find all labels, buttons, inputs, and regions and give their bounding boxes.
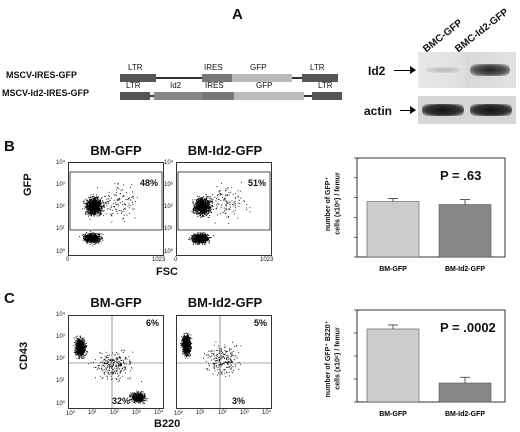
construct-label-2: MSCV-Id2-IRES-GFP bbox=[2, 88, 90, 98]
pvalue-b: P = .63 bbox=[440, 168, 482, 183]
flow-plot-c2 bbox=[176, 315, 272, 409]
axis-label-b220: B220 bbox=[154, 418, 181, 430]
arrow-head-icon bbox=[410, 66, 416, 74]
percent-c1-ur: 6% bbox=[146, 318, 160, 328]
bar-category-1: BM-Id2-GFP bbox=[445, 266, 485, 273]
flow-title-c2: BM-Id2-GFP bbox=[187, 295, 263, 310]
blot-actin bbox=[418, 96, 516, 124]
gfp-segment: GFP bbox=[234, 81, 304, 100]
blot-id2 bbox=[418, 52, 516, 88]
xticks-c1: 10⁰ 10¹ 10² 10³ 10⁴ bbox=[66, 410, 164, 417]
percent-b2: 51% bbox=[248, 178, 267, 188]
xticks-c2: 10⁰ 10¹ 10² 10³ 10⁴ bbox=[174, 410, 272, 417]
flow-title-b2: BM-Id2-GFP bbox=[187, 143, 263, 158]
id2-segment: Id2 bbox=[154, 81, 202, 100]
wb-row-label-actin: actin bbox=[364, 104, 393, 118]
pvalue-c: P = .0002 bbox=[440, 320, 496, 335]
flow-plot-b2 bbox=[176, 162, 272, 256]
percent-b1: 48% bbox=[140, 178, 159, 188]
flow-title-c1: BM-GFP bbox=[90, 295, 142, 310]
xtick-b1-1: 1023 bbox=[152, 257, 166, 263]
arrow-icon bbox=[400, 110, 414, 111]
bar-category-0: BM-GFP bbox=[379, 266, 407, 273]
bar-chart-b: BM-GFP BM-Id2-GFP bbox=[354, 157, 506, 273]
bar-0 bbox=[366, 328, 420, 403]
bar-category-0: BM-GFP bbox=[379, 411, 407, 418]
ltr-segment: LTR bbox=[120, 63, 156, 82]
construct-label-1: MSCV-IRES-GFP bbox=[6, 70, 78, 80]
xtick-b2-1: 1023 bbox=[260, 257, 274, 263]
wb-row-label-id2: Id2 bbox=[368, 64, 386, 78]
bar-1 bbox=[438, 382, 492, 403]
percent-c1-lr: 32% bbox=[112, 396, 131, 406]
bar-chart-c: BM-GFP BM-Id2-GFP bbox=[354, 309, 506, 418]
gate bbox=[177, 171, 271, 231]
bar-1 bbox=[438, 204, 492, 258]
arrow-icon bbox=[394, 70, 414, 71]
ires-segment: IRES bbox=[202, 81, 234, 100]
ltr-segment: LTR bbox=[302, 63, 338, 82]
bar-ylabel-c: number of GFP⁺ B220⁺ cells (x10⁶) / femu… bbox=[325, 320, 342, 398]
flow-plot-b1 bbox=[68, 162, 164, 256]
yticks-b2: 10⁴ 10³ 10² 10¹ 10⁰ bbox=[164, 160, 174, 255]
gate bbox=[69, 171, 163, 231]
flow-title-b1: BM-GFP bbox=[90, 143, 142, 158]
plot-frame bbox=[356, 157, 506, 258]
xtick-b1-0: 0 bbox=[66, 257, 70, 263]
yticks-c1: 10⁴ 10³ 10² 10¹ 10⁰ bbox=[56, 312, 66, 407]
axis-label-fsc: FSC bbox=[156, 266, 178, 278]
axis-label-gfp: GFP bbox=[22, 173, 34, 196]
yticks-b1: 10⁴ 10³ 10² 10¹ 10⁰ bbox=[56, 160, 66, 255]
panel-letter-b: B bbox=[4, 138, 15, 155]
arrow-head-icon bbox=[410, 106, 416, 114]
flow-plot-c1 bbox=[68, 315, 164, 409]
panel-letter-a: A bbox=[232, 6, 243, 23]
percent-c2-lr: 3% bbox=[232, 396, 246, 406]
ires-segment: IRES bbox=[202, 63, 232, 82]
ltr-segment: LTR bbox=[312, 81, 342, 100]
panel-letter-c: C bbox=[4, 290, 15, 307]
ltr-segment: LTR bbox=[120, 81, 150, 100]
wb-lane-label-2: BMC-Id2-GFP bbox=[453, 6, 511, 56]
bar-0 bbox=[366, 201, 420, 258]
bar-ylabel-b: number of GFP⁺ cells (x10⁶) / femur bbox=[325, 172, 342, 235]
construct-diagram-1: LTR IRES GFP LTR bbox=[120, 63, 340, 83]
gfp-segment: GFP bbox=[232, 63, 292, 82]
percent-c2-ur: 5% bbox=[254, 318, 268, 328]
xtick-b2-0: 0 bbox=[174, 257, 178, 263]
bar-category-1: BM-Id2-GFP bbox=[445, 411, 485, 418]
construct-diagram-2: LTR Id2 IRES GFP LTR bbox=[120, 81, 345, 101]
axis-label-cd43: CD43 bbox=[18, 341, 30, 370]
